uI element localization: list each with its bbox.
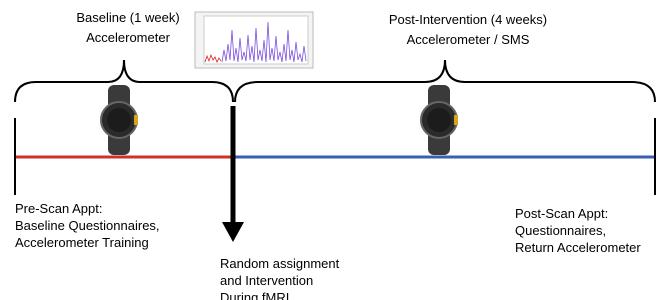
timeline-diagram: Baseline (1 week) Accelerometer Post-Int… bbox=[0, 0, 659, 300]
watch-icon bbox=[101, 85, 138, 155]
label-line: Baseline (1 week) bbox=[76, 10, 179, 25]
label-line: Random assignment bbox=[220, 256, 340, 271]
label-line: Accelerometer bbox=[86, 30, 170, 45]
intervention-arrow bbox=[222, 106, 244, 242]
label-line: During fMRI bbox=[220, 290, 289, 300]
label-line: Post-Scan Appt: bbox=[515, 206, 608, 221]
label-line: and Intervention bbox=[220, 273, 313, 288]
activity-thumbnail bbox=[195, 12, 313, 68]
label-line: Post-Intervention (4 weeks) bbox=[389, 12, 547, 27]
label-line: Pre-Scan Appt: bbox=[15, 201, 102, 216]
post-scan-label: Post-Scan Appt: Questionnaires, Return A… bbox=[515, 206, 641, 255]
label-line: Accelerometer / SMS bbox=[407, 32, 530, 47]
label-line: Return Accelerometer bbox=[515, 240, 641, 255]
post-intervention-label: Post-Intervention (4 weeks) Acceleromete… bbox=[389, 12, 547, 47]
label-line: Baseline Questionnaires, bbox=[15, 218, 160, 233]
label-line: Accelerometer Training bbox=[15, 235, 149, 250]
watch-icon bbox=[421, 85, 458, 155]
label-line: Questionnaires, bbox=[515, 223, 606, 238]
random-assignment-label: Random assignment and Intervention Durin… bbox=[220, 256, 340, 300]
baseline-label: Baseline (1 week) Accelerometer bbox=[76, 10, 179, 45]
pre-scan-label: Pre-Scan Appt: Baseline Questionnaires, … bbox=[15, 201, 160, 250]
